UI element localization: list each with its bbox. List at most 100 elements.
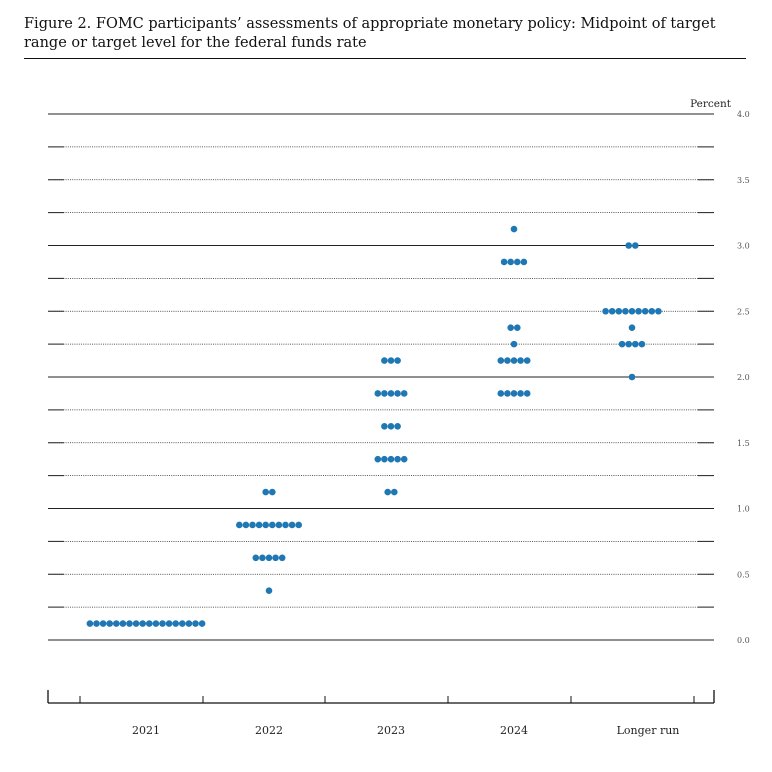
dot	[265, 587, 273, 594]
dot	[198, 620, 206, 627]
dot	[282, 521, 289, 529]
dot	[179, 620, 186, 627]
dot	[152, 620, 160, 627]
dot	[159, 620, 166, 627]
dot	[507, 258, 514, 266]
dot	[119, 620, 127, 627]
title-rule	[24, 58, 746, 59]
dot	[262, 521, 270, 529]
dot	[514, 258, 521, 266]
dot	[255, 521, 263, 529]
dot	[632, 242, 639, 249]
y-tick-label: 2.0	[737, 373, 750, 382]
figure-title: Figure 2. FOMC participants’ assessments…	[24, 16, 716, 51]
dot	[387, 455, 395, 463]
dot	[165, 620, 173, 627]
dot	[497, 390, 505, 397]
dot	[262, 488, 270, 496]
dot	[387, 423, 395, 430]
dot	[252, 554, 260, 562]
y-tick-label: 3.5	[737, 176, 750, 185]
dot	[514, 324, 521, 331]
y-axis-tick-labels: 0.0 0.5 1.0 1.5 2.0 2.5 3.0 3.5 4.0	[737, 110, 750, 645]
dot	[374, 455, 382, 463]
dot	[500, 258, 508, 266]
dot	[391, 488, 398, 496]
dot	[139, 620, 146, 627]
dot	[638, 340, 646, 348]
dot	[648, 307, 656, 315]
dot	[497, 357, 505, 364]
x-axis: 2021 2022 2023 2024 Longer run	[47, 690, 715, 737]
dot	[602, 307, 609, 315]
dot	[517, 390, 524, 397]
x-category-label: Longer run	[617, 724, 680, 737]
dot	[278, 554, 286, 562]
dot	[93, 620, 100, 627]
dot	[275, 521, 283, 529]
dot	[641, 307, 649, 315]
dot	[618, 340, 626, 348]
x-category-label: 2021	[132, 724, 160, 737]
dot	[394, 423, 401, 430]
dot	[632, 340, 639, 348]
dot	[628, 307, 636, 315]
dot	[86, 620, 94, 627]
dot	[384, 488, 392, 496]
dot	[269, 488, 276, 496]
dot	[635, 307, 642, 315]
dot	[628, 324, 636, 331]
y-tick-label: 0.0	[737, 636, 750, 645]
dot	[381, 390, 388, 397]
dot	[504, 357, 511, 364]
dot	[400, 455, 408, 463]
dot	[615, 307, 623, 315]
dot	[146, 620, 153, 627]
dot	[132, 620, 140, 627]
y-tick-label: 0.5	[737, 570, 750, 579]
dots	[86, 225, 662, 627]
dot	[192, 620, 199, 627]
dot	[394, 357, 401, 364]
y-tick-label: 1.5	[737, 439, 750, 448]
dot	[394, 390, 401, 397]
dot	[113, 620, 120, 627]
y-axis-unit-label: Percent	[690, 98, 732, 110]
dot	[265, 554, 273, 562]
x-category-label: 2022	[255, 724, 283, 737]
dot	[523, 390, 531, 397]
y-tick-label: 2.5	[737, 307, 750, 316]
dot	[510, 357, 518, 364]
dot	[400, 390, 408, 397]
y-tick-label: 3.0	[737, 242, 750, 251]
dot	[295, 521, 303, 529]
dot	[510, 225, 518, 233]
dot	[272, 554, 279, 562]
dot	[507, 324, 514, 331]
dot	[249, 521, 256, 529]
dot	[269, 521, 276, 529]
dot	[381, 455, 388, 463]
dot	[387, 390, 395, 397]
y-tick-label: 4.0	[737, 110, 750, 119]
dot	[510, 390, 518, 397]
dot	[622, 307, 629, 315]
dot	[259, 554, 266, 562]
dot	[523, 357, 531, 364]
dot	[288, 521, 296, 529]
dot	[126, 620, 133, 627]
dot	[655, 307, 662, 315]
dot	[381, 423, 388, 430]
dot	[99, 620, 107, 627]
dot	[387, 357, 395, 364]
dot	[628, 373, 636, 381]
dot	[504, 390, 511, 397]
x-category-label: 2023	[377, 724, 405, 737]
dot	[185, 620, 193, 627]
y-tick-label: 1.0	[737, 505, 750, 514]
dot	[517, 357, 524, 364]
dot	[381, 357, 388, 364]
dot	[172, 620, 179, 627]
dot	[242, 521, 250, 529]
